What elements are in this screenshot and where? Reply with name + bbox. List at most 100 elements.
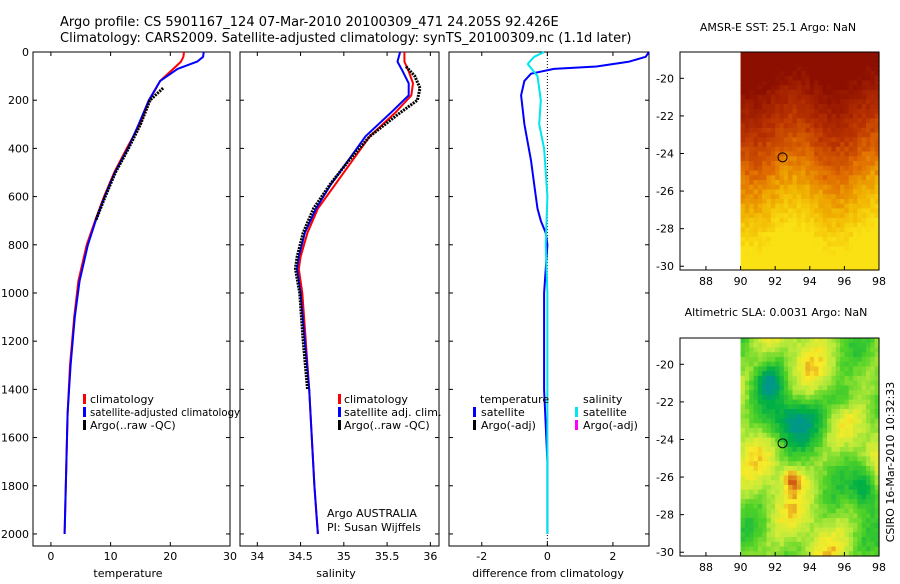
sst-map-cell: [788, 61, 794, 67]
sla-map-cell: [844, 385, 850, 391]
sst-map-cell: [809, 56, 815, 63]
sst-map-cell: [796, 85, 802, 91]
sla-map-cell: [809, 423, 815, 429]
sla-map-cell: [814, 442, 820, 448]
sst-map-cell: [866, 127, 871, 134]
sst-map-cell: [753, 94, 759, 100]
sla-map-cell: [844, 537, 850, 543]
sla-map-cell: [770, 418, 776, 424]
sla-map-cell: [857, 338, 863, 344]
sst-map-cell: [770, 251, 776, 257]
sla-map-cell: [757, 418, 763, 424]
sst-map-cell: [788, 52, 794, 58]
sla-map-cell: [840, 394, 845, 401]
sst-map-cell: [779, 75, 785, 82]
sla-map-cell: [857, 513, 863, 519]
sla-map-cell: [783, 342, 789, 349]
sst-map-cell: [831, 137, 837, 143]
sla-map-cell: [861, 413, 867, 420]
sst-map-cell: [753, 203, 759, 209]
sla-map-cell: [814, 494, 820, 500]
sst-map-cell: [857, 75, 863, 82]
sst-map-cell: [822, 241, 828, 247]
sst-map-cell: [822, 165, 828, 172]
sst-map-cell: [857, 132, 863, 138]
sst-map-cell: [766, 179, 772, 186]
sst-map-cell: [762, 99, 768, 105]
sla-map-cell: [870, 394, 876, 401]
difference-plot: -2 0 2: [449, 51, 650, 563]
sla-map-cell: [766, 494, 772, 500]
sst-map-cell: [853, 189, 858, 195]
sst-map-cell: [861, 89, 867, 96]
sst-map-cell: [831, 213, 837, 219]
sst-map-cell: [848, 89, 854, 96]
sst-map-cell: [870, 260, 876, 266]
sst-map-cell: [775, 56, 781, 63]
sla-map-cell: [744, 437, 750, 443]
sla-map-cell: [805, 532, 811, 538]
sla-map-cell: [840, 527, 845, 533]
sst-map-cell: [866, 80, 871, 86]
sst-map-cell: [744, 165, 750, 172]
salinity-xtick-label-2: 35: [337, 550, 351, 563]
sla-map-cell: [818, 451, 824, 458]
sst-map-cell: [749, 170, 755, 176]
sla-map-cell: [835, 375, 841, 382]
sst-map-cell: [874, 146, 880, 153]
sla-map-cell: [853, 371, 858, 377]
sst-map-cell: [866, 175, 871, 181]
sst-map-cell: [779, 151, 785, 157]
sla-map-cell: [766, 447, 772, 453]
sla-map-cell: [835, 437, 841, 443]
sst-map-cell: [766, 104, 772, 110]
sla-map-cell: [744, 338, 750, 344]
sla-map-cell: [848, 385, 854, 391]
sla-map-cell: [744, 447, 750, 453]
sla-map-cell: [827, 385, 833, 391]
sst-map-cell: [861, 137, 867, 143]
sla-map-cell: [814, 342, 820, 349]
sla-map-cell: [805, 361, 811, 368]
sst-map-cell: [744, 94, 750, 100]
sst-map-cell: [848, 175, 854, 181]
sla-map-cell: [796, 522, 802, 529]
sla-map-cell: [757, 375, 763, 382]
sst-map-cell: [861, 52, 867, 58]
sst-map-cell: [783, 132, 789, 138]
sst-map-cell: [805, 99, 811, 105]
sla-map-cell: [757, 356, 763, 363]
sla-map-cell: [753, 475, 759, 481]
sla-map-cell: [740, 380, 746, 386]
sla-map-cell: [818, 518, 824, 524]
sla-map-cell: [792, 352, 798, 358]
sst-map-cell: [757, 213, 763, 219]
sst-map-cell: [801, 217, 807, 224]
sla-map-cell: [796, 456, 802, 462]
sst-map-cell: [857, 170, 863, 176]
sst-map-cell: [762, 194, 768, 200]
sla-map-cell: [870, 347, 876, 353]
sst-map-cell: [801, 52, 807, 58]
sst-map-cell: [762, 56, 768, 63]
sla-map-cell: [809, 494, 815, 500]
sla-map-cell: [766, 503, 772, 510]
sla-map-cell: [831, 456, 837, 462]
sst-map-cell: [753, 56, 759, 63]
sst-map-cell: [744, 189, 750, 195]
sla-map-cell: [861, 475, 867, 481]
sla-map-cell: [853, 499, 858, 505]
sla-map-cell: [874, 494, 880, 500]
sst-map-cell: [757, 70, 763, 77]
sla-map-cell: [744, 465, 750, 472]
sst-map-cell: [866, 208, 871, 214]
difference-legend-sal-argo: Argo(-adj): [583, 419, 638, 432]
sst-map-cell: [874, 222, 880, 228]
sla-map-cell: [766, 456, 772, 462]
sla-map-cell: [809, 385, 815, 391]
sla-map-cell: [814, 428, 820, 434]
sla-map-cell: [818, 522, 824, 529]
sla-map-cell: [792, 447, 798, 453]
sst-map-cell: [809, 108, 815, 115]
sst-map-cell: [757, 61, 763, 67]
